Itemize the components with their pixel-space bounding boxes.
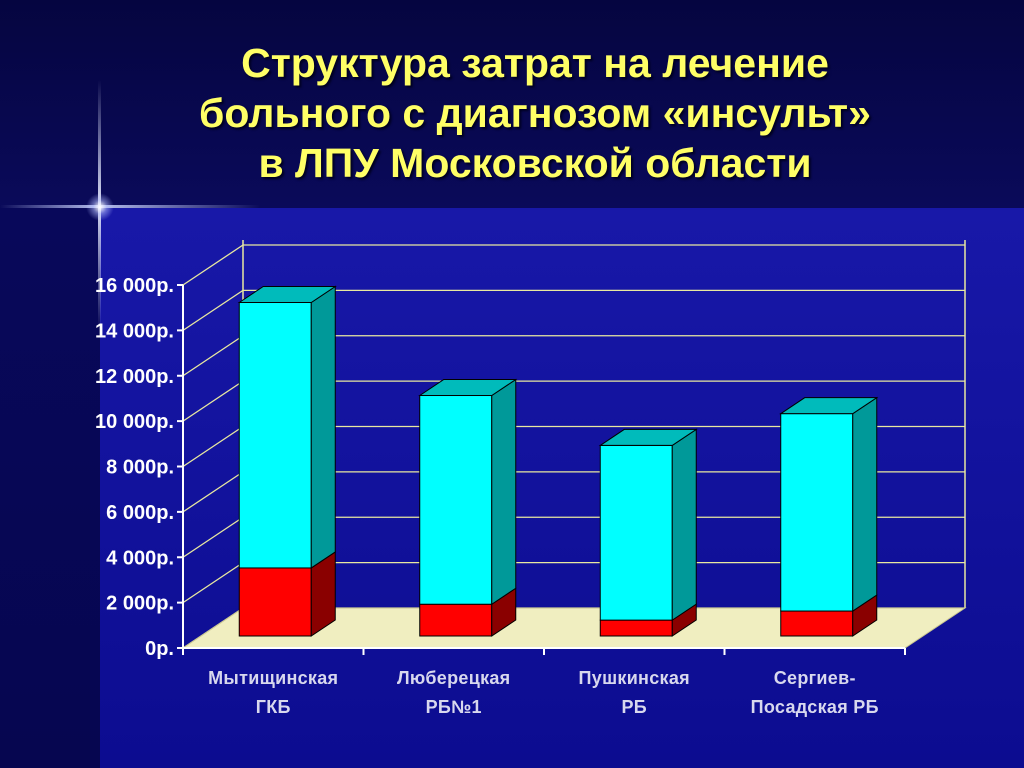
bar-3-series-0-front [780,610,854,637]
bar-2-series-0-front [599,619,673,637]
side-gridline-5 [182,380,244,422]
side-gridline-8 [182,244,244,286]
y-tick-label-7: 14 000р. [95,320,174,342]
category-label-1-line-1: РБ№1 [426,697,482,717]
category-label-1-line-0: Люберецкая [397,668,511,688]
bar-1-series-1-side [491,378,517,606]
bar-0-series-1-side [310,285,336,569]
y-tick-label-8: 16 000р. [95,275,174,297]
bar-3-series-1-top [779,397,879,415]
side-gridline-4 [182,425,244,468]
bar-3-series-1-front [780,413,854,612]
bar-1-series-0-front [419,603,493,637]
side-gridline-3 [182,471,244,513]
bar-2-series-1-front [599,444,673,621]
category-label-0-line-1: ГКБ [256,697,291,717]
y-tick-label-3: 6 000р. [106,502,174,524]
y-tick-label-5: 10 000р. [95,411,174,433]
title-line-3: в ЛПУ Московской области [258,140,812,186]
bar-2-series-1-side [671,428,697,622]
slide-title: Структура затрат на лечение больного с д… [120,38,950,188]
header-background [0,0,1024,208]
category-label-3-line-1: Посадская РБ [751,697,879,717]
y-tick-label-1: 2 000р. [106,593,174,615]
bar-0-series-1-top [237,285,337,303]
left-panel-background [0,208,100,768]
side-gridline-6 [182,335,244,377]
category-label-2-line-1: РБ [621,697,647,717]
bar-2-series-1-top [598,428,698,446]
title-line-1: Структура затрат на лечение [241,40,829,86]
bar-0-series-1-front [238,301,312,569]
y-tick-label-6: 12 000р. [95,366,174,388]
light-flare-core [86,193,114,221]
y-tick-label-2: 4 000р. [106,547,174,569]
category-label-2-line-0: Пушкинская [579,668,690,688]
light-flare-horizontal [0,205,260,208]
bar-1-series-1-front [419,395,493,605]
side-gridline-1 [182,562,244,604]
bar-0-series-0-front [238,567,312,637]
y-tick-label-0: 0р. [145,638,174,660]
category-label-3-line-0: Сергиев- [774,668,856,688]
y-tick-label-4: 8 000р. [106,457,174,479]
title-line-2: больного с диагнозом «инсульт» [199,90,871,136]
bar-3-series-1-side [852,396,878,612]
side-gridline-7 [182,289,244,331]
side-gridline-2 [182,516,244,558]
category-label-0-line-0: Мытищинская [208,668,338,688]
bar-1-series-1-top [418,379,518,397]
